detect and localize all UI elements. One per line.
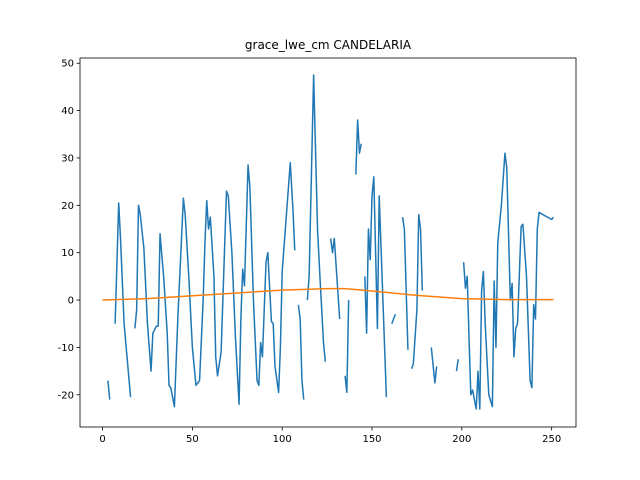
y-tick-label: -20 (58, 390, 74, 401)
y-tick-label: -10 (58, 343, 74, 354)
y-tick-label: 30 (61, 153, 74, 164)
y-tick-label: 0 (68, 296, 74, 307)
chart-title: grace_lwe_cm CANDELARIA (245, 38, 412, 52)
x-tick-label: 200 (452, 434, 471, 445)
x-tick-label: 50 (186, 434, 199, 445)
y-tick-label: 20 (61, 201, 74, 212)
x-tick-label: 250 (542, 434, 561, 445)
x-tick-label: 0 (99, 434, 105, 445)
line (107, 74, 555, 410)
x-tick-label: 150 (362, 434, 381, 445)
axes-frame (79, 57, 577, 428)
line (102, 287, 554, 301)
y-tick-label: 10 (61, 248, 74, 259)
y-tick-label: 50 (61, 59, 74, 70)
y-tick-label: 40 (61, 106, 74, 117)
x-tick-label: 100 (273, 434, 292, 445)
